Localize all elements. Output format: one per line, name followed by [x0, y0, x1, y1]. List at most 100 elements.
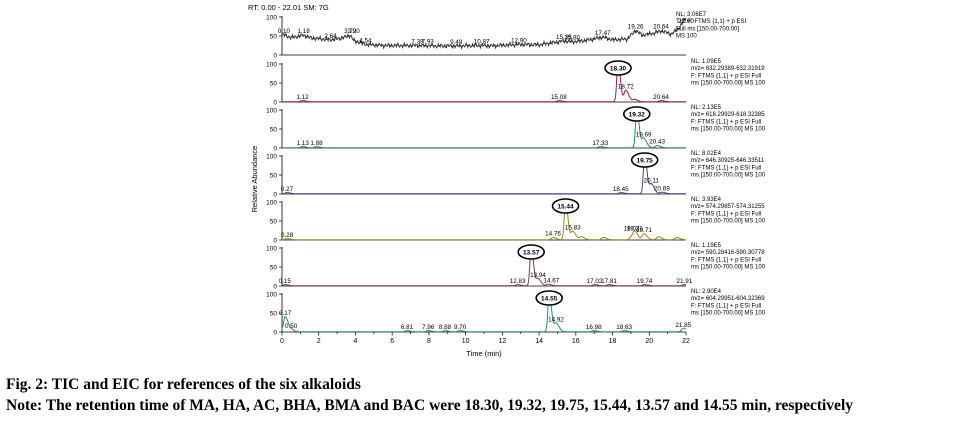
- y-axis-label: Relative Abundance: [250, 146, 259, 213]
- peak-label: 19.21: [627, 225, 643, 232]
- peak-label: 13.94: [530, 272, 546, 279]
- trace-bac: [281, 292, 687, 333]
- peak-label: 3.90: [347, 28, 360, 35]
- panel-info-line: m/z= 590.28416-590.30778: [691, 250, 765, 256]
- peak-label: 0.17: [279, 310, 292, 317]
- trace-ac: [282, 155, 686, 195]
- panel-info-line: NL: 8.02E4: [691, 151, 722, 157]
- peak-label: 0.27: [281, 186, 294, 193]
- figure-caption-note: Note: The retention time of MA, HA, AC, …: [6, 397, 853, 414]
- panel-info-line: m/z= 646.30925-646.33511: [691, 158, 765, 164]
- x-tick-label: 14: [535, 338, 543, 345]
- x-tick-label: 16: [572, 338, 580, 345]
- peak-label: 19.26: [628, 23, 644, 30]
- panel-bac: 0 50 100 0.17 0.50 6.81 7.96 8.88 9.70 14.92 16.98…: [266, 289, 766, 337]
- y-tick-label: 50: [270, 311, 278, 318]
- x-tick-label: 18: [609, 338, 617, 345]
- peak-label: 7.93: [421, 39, 434, 46]
- retention-time-label: 18.30: [610, 65, 627, 72]
- panel-info-line: NL: 3.06E7: [676, 12, 707, 18]
- peak-label: 17.02: [587, 278, 603, 285]
- peak-label: 9.49: [450, 39, 463, 46]
- retention-time-circle: [604, 60, 632, 76]
- panel-ma: 0 50 100 1.12 15.08 18.72 20.64 18.30 NL: 1.09E5…: [266, 59, 766, 107]
- peak-label: 22.00: [678, 18, 694, 25]
- panel-info-line: ms [150.00-700.00] MS 100: [691, 219, 766, 225]
- peak-label: 17.81: [601, 278, 617, 285]
- peak-label: 20.69: [654, 185, 670, 192]
- y-tick-label: 100: [266, 246, 277, 253]
- y-tick-label: 50: [270, 265, 278, 272]
- panel-info-line: F: FTMS {1,1} + p ESI Full: [691, 165, 761, 171]
- panel-info-line: ms [150.00-700.00] MS 100: [691, 311, 766, 317]
- peak-label: 21.85: [675, 322, 691, 329]
- panel-info-line: m/z= 632.29389-632.31919: [691, 66, 765, 72]
- retention-time-label: 15.44: [557, 203, 574, 210]
- retention-time-circle: [535, 290, 563, 306]
- peak-label: 17.47: [595, 30, 611, 37]
- y-tick-label: 100: [266, 200, 277, 207]
- peak-label: 3.72: [344, 28, 357, 35]
- peak-label: 0.50: [285, 323, 298, 330]
- x-tick-label: 6: [390, 338, 394, 345]
- y-tick-label: 100: [266, 62, 277, 69]
- peak-label: 0.10: [278, 28, 291, 35]
- peak-label: 20.11: [644, 178, 660, 185]
- trace-tic: [281, 17, 687, 50]
- peak-label: 8.88: [439, 324, 452, 331]
- retention-time-circle: [517, 244, 545, 260]
- x-tick-label: 4: [354, 338, 358, 345]
- peak-label: 2.64: [324, 33, 337, 40]
- y-tick-label: 50: [270, 173, 278, 180]
- peak-label: 0.15: [279, 278, 292, 285]
- panel-info-line: NL: 1.09E5: [691, 59, 722, 65]
- peak-label: 20.43: [649, 139, 665, 146]
- panel-info-line: ms [150.00-700.00] MS 100: [691, 127, 766, 133]
- x-tick-label: 12: [498, 338, 506, 345]
- panel-info-line: ms [150.00-700.00] MS 100: [691, 265, 766, 271]
- y-tick-label: 50: [270, 219, 278, 226]
- peak-label: 7.96: [422, 324, 435, 331]
- retention-time-label: 19.32: [629, 111, 646, 118]
- retention-time-circle: [551, 198, 580, 214]
- trace-bma: [281, 246, 687, 287]
- panel-info-line: ms [150.00-700.00] MS 100: [691, 173, 766, 179]
- peak-label: 16.98: [586, 324, 602, 331]
- peak-label: 1.88: [310, 140, 323, 147]
- peak-label: 15.35: [556, 34, 572, 41]
- peak-label: 18.63: [616, 324, 632, 331]
- panel-info-line: NL: 2.13E5: [691, 105, 722, 111]
- x-tick-label: 8: [427, 338, 431, 345]
- peak-label: 1.13: [297, 140, 310, 147]
- panel-info-line: F: FTMS {1,1} + p ESI Full: [691, 303, 761, 309]
- x-tick-label: 2: [317, 338, 321, 345]
- y-tick-label: 0: [273, 284, 277, 291]
- y-tick-label: 0: [273, 330, 277, 337]
- x-tick-label: 22: [682, 338, 690, 345]
- peak-label: 15.08: [551, 94, 567, 101]
- peak-label: 14.67: [544, 277, 560, 284]
- peak-label: 14.76: [545, 231, 561, 238]
- panel-info-line: ms [150.00-700.00] MS 100: [691, 81, 766, 87]
- peak-label: 20.64: [653, 24, 669, 31]
- peak-label: 20.64: [653, 94, 669, 101]
- peak-label: 15.83: [565, 225, 581, 232]
- peak-label: 10.87: [474, 39, 490, 46]
- peak-label: 12.90: [511, 37, 527, 44]
- peak-label: 18.45: [613, 186, 629, 193]
- trace-ha: [282, 108, 686, 149]
- y-tick-label: 100: [266, 108, 277, 115]
- peak-label: 18.72: [618, 84, 634, 91]
- peak-label: 14.92: [548, 317, 564, 324]
- panel-info-line: NL: 2.90E4: [691, 289, 722, 295]
- panel-info-line: Full ms [150.00-700.00]: [676, 26, 739, 32]
- peak-label: 19.69: [636, 132, 652, 139]
- x-axis-label: Time (min): [466, 349, 502, 358]
- peak-label: 12.83: [510, 278, 526, 285]
- x-tick-label: 20: [645, 338, 653, 345]
